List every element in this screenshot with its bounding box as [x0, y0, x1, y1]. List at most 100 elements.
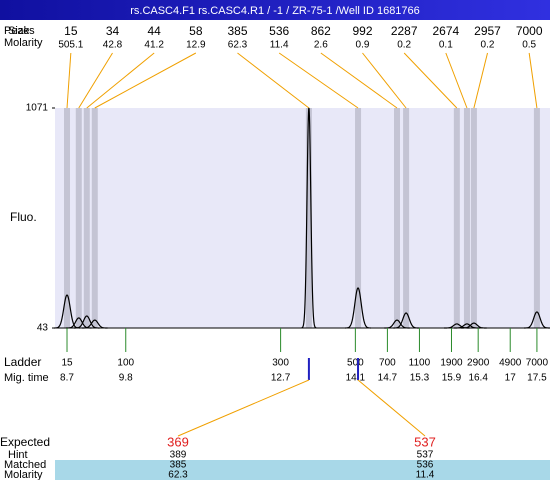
peak-band	[394, 108, 401, 328]
ladder-size: 4900	[499, 358, 522, 369]
peak-connector	[237, 52, 310, 109]
matched-size: 536	[417, 460, 434, 471]
peak-connector	[66, 52, 72, 109]
row-label: Molarity	[4, 469, 43, 480]
peak-band	[453, 108, 460, 328]
peak-molarity: 0.2	[397, 40, 411, 51]
matched-molarity: 62.3	[168, 470, 188, 480]
peak-band	[83, 108, 90, 328]
ladder-time: 16.4	[468, 373, 488, 384]
match-connector	[357, 379, 426, 437]
peak-trace	[81, 319, 108, 329]
row-label: Expected	[0, 435, 50, 449]
peak-size: 58	[189, 24, 203, 38]
peak-band	[463, 108, 470, 328]
header-title: rs.CASC4.F1 rs.CASC4.R1 / -1 / ZR-75-1 /…	[130, 5, 420, 17]
peak-connector	[445, 52, 468, 109]
peak-size: 385	[227, 24, 247, 38]
ladder-time: 14.7	[378, 373, 398, 384]
peak-connector	[86, 52, 155, 109]
ladder-size: 2900	[467, 358, 490, 369]
ladder-time: 17	[505, 373, 517, 384]
peak-trace	[524, 311, 550, 329]
row-label: Size	[8, 25, 29, 37]
peak-band	[91, 108, 98, 328]
peak-molarity: 11.4	[270, 40, 289, 51]
hint-size: 537	[417, 450, 434, 461]
peak-band	[64, 108, 71, 328]
matched-size: 385	[170, 460, 187, 471]
peak-molarity: 42.8	[103, 40, 123, 51]
peak-size: 7000	[516, 24, 543, 38]
peak-connector	[320, 52, 398, 109]
peak-band	[355, 108, 362, 328]
ladder-size: 700	[379, 358, 396, 369]
peak-trace	[384, 319, 410, 329]
hint-size: 389	[170, 450, 187, 461]
ladder-time: 17.5	[527, 373, 547, 384]
y-tick-label: 43	[37, 323, 49, 334]
ladder-time: 9.8	[119, 373, 133, 384]
y-tick-label: 1071	[26, 103, 49, 114]
ladder-size: 500	[347, 358, 364, 369]
header-bar	[0, 0, 550, 20]
row-label: Ladder	[4, 355, 41, 369]
peak-connector	[362, 52, 407, 109]
peak-band	[533, 108, 540, 328]
peak-size: 2287	[391, 24, 418, 38]
peak-molarity: 0.9	[356, 40, 370, 51]
peak-molarity: 41.2	[144, 40, 164, 51]
peak-size: 2674	[432, 24, 459, 38]
peak-size: 34	[106, 24, 120, 38]
peak-molarity: 505.1	[58, 40, 83, 51]
peak-band	[75, 108, 82, 328]
row-label: Hint	[8, 449, 28, 461]
peak-size: 862	[311, 24, 331, 38]
peak-band	[403, 108, 410, 328]
ladder-size: 100	[117, 358, 134, 369]
peak-trace	[454, 323, 480, 329]
peak-connector	[94, 52, 197, 109]
peak-connector	[528, 52, 538, 109]
peak-connector	[403, 52, 458, 109]
peak-molarity: 12.9	[186, 40, 206, 51]
peak-trace	[301, 107, 317, 329]
peak-connector	[473, 52, 488, 109]
ladder-size: 7000	[526, 358, 549, 369]
ladder-time: 15.3	[410, 373, 430, 384]
peak-size: 992	[352, 24, 372, 38]
peak-molarity: 0.1	[439, 40, 453, 51]
ladder-time: 14.1	[346, 373, 366, 384]
y-axis-label: Fluo.	[10, 210, 37, 224]
peak-molarity: 0.2	[481, 40, 495, 51]
peak-band	[470, 108, 477, 328]
peak-connector	[78, 52, 113, 109]
peak-size: 44	[147, 24, 161, 38]
matched-molarity: 11.4	[416, 470, 435, 480]
ladder-time: 15.9	[442, 373, 462, 384]
peak-band	[305, 108, 312, 328]
peak-molarity: 62.3	[228, 40, 248, 51]
peak-connector	[278, 52, 359, 109]
ladder-size: 1100	[409, 358, 431, 369]
ladder-time: 12.7	[271, 373, 291, 384]
ladder-size: 300	[272, 358, 289, 369]
peak-molarity: 0.5	[522, 40, 536, 51]
peak-trace	[345, 287, 371, 329]
expected-size: 369	[167, 434, 189, 449]
peak-molarity: 2.6	[314, 40, 328, 51]
peak-trace	[393, 312, 419, 329]
ladder-size: 15	[61, 358, 73, 369]
expected-size: 537	[414, 434, 436, 449]
peak-trace	[461, 322, 487, 329]
peak-trace	[73, 315, 100, 329]
ladder-size: 1900	[440, 358, 463, 369]
peak-trace	[54, 294, 80, 329]
row-label: Peaks	[4, 25, 35, 37]
peak-size: 2957	[474, 24, 501, 38]
peak-size: 15	[64, 24, 78, 38]
match-connector	[177, 379, 310, 437]
row-label: Molarity	[4, 37, 43, 49]
ladder-time: 8.7	[60, 373, 74, 384]
